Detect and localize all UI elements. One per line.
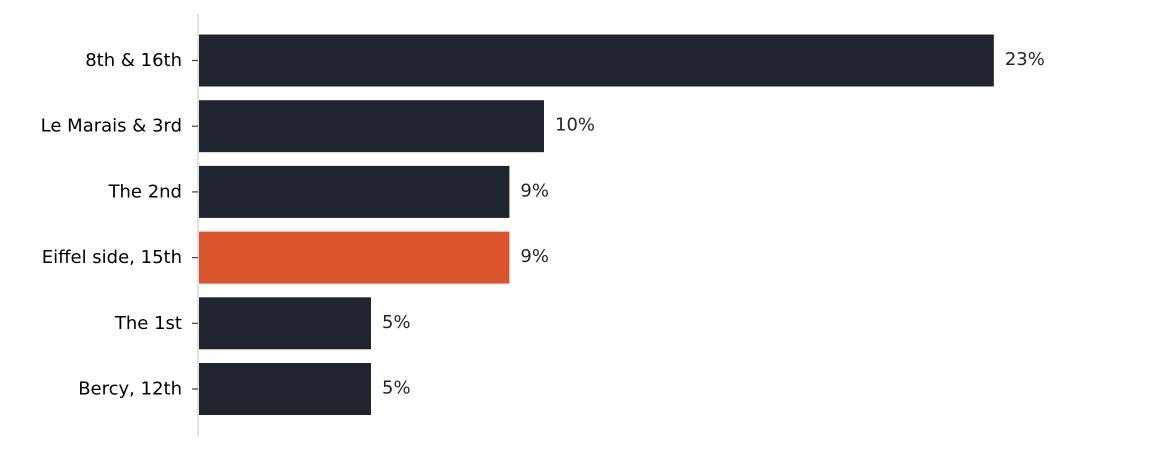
bar bbox=[199, 363, 372, 415]
y-tick-group bbox=[192, 59, 198, 390]
bar-group bbox=[199, 34, 994, 415]
value-label-group: 23% 10% 9% 9% 5% 5% bbox=[382, 49, 1045, 399]
bar bbox=[199, 100, 545, 153]
bar bbox=[199, 34, 994, 87]
value-label: 5% bbox=[382, 378, 411, 399]
category-label: 8th & 16th bbox=[85, 50, 182, 71]
bar bbox=[199, 297, 372, 350]
category-label: The 1st bbox=[114, 313, 182, 334]
bar bbox=[199, 231, 510, 284]
category-label: The 2nd bbox=[108, 181, 183, 202]
category-label: Bercy, 12th bbox=[78, 379, 182, 400]
value-label: 9% bbox=[520, 180, 549, 201]
bar bbox=[199, 165, 510, 218]
value-label: 9% bbox=[520, 246, 549, 267]
value-label: 10% bbox=[555, 115, 595, 136]
category-label-group: 8th & 16th Le Marais & 3rd The 2nd Eiffel s… bbox=[41, 50, 182, 400]
value-label: 23% bbox=[1005, 49, 1045, 70]
category-label: Le Marais & 3rd bbox=[41, 116, 182, 137]
value-label: 5% bbox=[382, 312, 411, 333]
category-label: Eiffel side, 15th bbox=[42, 247, 182, 268]
